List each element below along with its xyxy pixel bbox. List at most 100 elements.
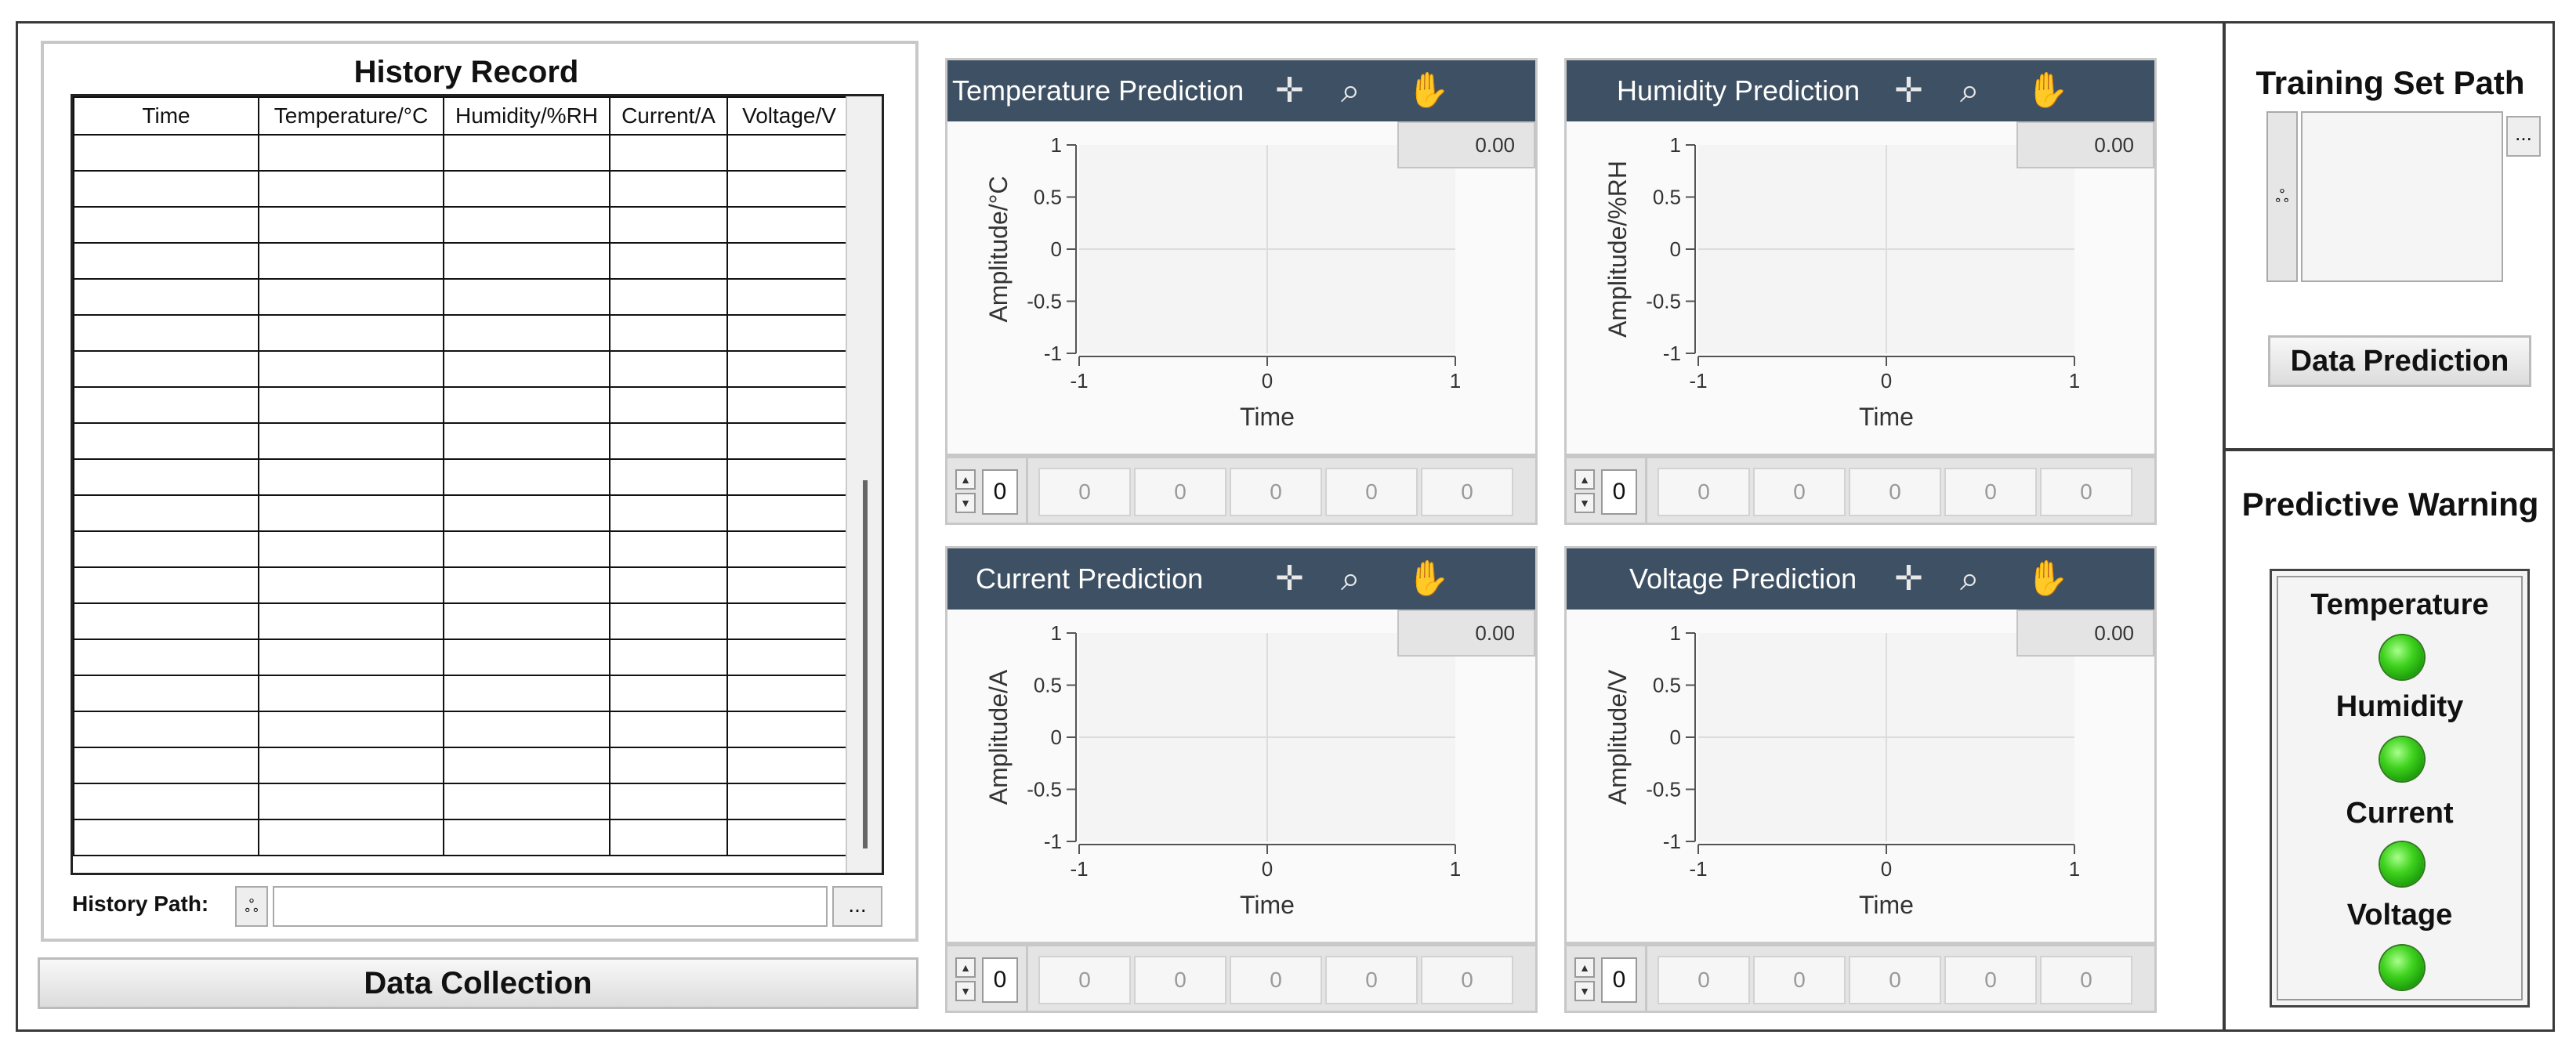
index-spinner[interactable]: ▲ ▼ [1574,957,1598,1003]
table-cell[interactable] [443,783,610,820]
table-cell[interactable] [443,242,610,280]
table-cell[interactable] [609,350,728,388]
table-cell[interactable] [726,675,852,712]
table-row[interactable] [73,530,852,568]
table-row[interactable] [73,278,852,316]
array-cell[interactable]: 0 [1849,468,1941,516]
crosshair-icon[interactable]: ✛ [1275,71,1304,110]
table-cell[interactable] [443,530,610,568]
increment-icon[interactable]: ▲ [1574,469,1595,490]
array-index-input[interactable]: 0 [982,957,1018,1003]
table-row[interactable] [73,747,852,784]
table-cell[interactable] [258,783,444,820]
pan-hand-icon[interactable]: ✋ [2026,559,2069,598]
table-cell[interactable] [726,747,852,784]
table-cell[interactable] [609,602,728,640]
table-row[interactable] [73,566,852,604]
table-row[interactable] [73,386,852,424]
table-cell[interactable] [609,242,728,280]
table-cell[interactable] [443,422,610,460]
table-cell[interactable] [726,494,852,532]
table-cell[interactable] [73,675,259,712]
table-cell[interactable] [726,602,852,640]
table-cell[interactable] [258,639,444,676]
table-cell[interactable] [443,134,610,172]
prediction-chart[interactable]: Humidity Prediction ✛ ⌕ ✋ 1 0.5 0 -0.5 -1 -1 0 1 Tim… [1564,58,2157,456]
table-cell[interactable] [609,566,728,604]
table-cell[interactable] [443,711,610,748]
table-cell[interactable] [443,386,610,424]
table-cell[interactable] [609,206,728,244]
table-cell[interactable] [609,134,728,172]
array-cell[interactable]: 0 [1658,956,1750,1004]
pan-hand-icon[interactable]: ✋ [2026,71,2069,110]
table-row[interactable] [73,819,852,856]
table-row[interactable] [73,783,852,820]
table-cell[interactable] [443,639,610,676]
table-cell[interactable] [73,711,259,748]
chart-plot[interactable]: 1 0.5 0 -0.5 -1 -1 0 1 Time Amplitude/A [947,610,1535,942]
chart-plot[interactable]: 1 0.5 0 -0.5 -1 -1 0 1 Time Amplitude/V [1567,610,2154,942]
table-cell[interactable] [609,170,728,208]
array-cell[interactable]: 0 [1325,468,1418,516]
zoom-icon[interactable]: ⌕ [1341,71,1360,110]
table-cell[interactable] [73,566,259,604]
table-cell[interactable] [258,711,444,748]
table-row[interactable] [73,314,852,352]
table-cell[interactable] [258,675,444,712]
table-row[interactable] [73,134,852,172]
table-cell[interactable] [726,170,852,208]
table-cell[interactable] [73,278,259,316]
table-row[interactable] [73,350,852,388]
table-cell[interactable] [609,675,728,712]
decrement-icon[interactable]: ▼ [955,981,976,1001]
table-cell[interactable] [73,530,259,568]
table-cell[interactable] [73,314,259,352]
increment-icon[interactable]: ▲ [955,957,976,978]
array-cell[interactable]: 0 [1753,468,1846,516]
index-spinner[interactable]: ▲ ▼ [955,469,979,515]
array-cell[interactable]: 0 [2040,468,2132,516]
zoom-icon[interactable]: ⌕ [1960,559,1980,598]
table-cell[interactable] [726,530,852,568]
table-cell[interactable] [726,242,852,280]
table-cell[interactable] [443,675,610,712]
array-cell[interactable]: 0 [1421,468,1513,516]
chart-plot[interactable]: 1 0.5 0 -0.5 -1 -1 0 1 Time Amplitude/°C [947,121,1535,454]
table-cell[interactable] [73,206,259,244]
array-cell[interactable]: 0 [1230,956,1322,1004]
table-row[interactable] [73,422,852,460]
table-cell[interactable] [73,639,259,676]
array-cell[interactable]: 0 [1849,956,1941,1004]
array-cell[interactable]: 0 [1421,956,1513,1004]
table-cell[interactable] [609,278,728,316]
table-cell[interactable] [73,422,259,460]
table-cell[interactable] [73,458,259,496]
decrement-icon[interactable]: ▼ [1574,981,1595,1001]
table-cell[interactable] [258,530,444,568]
table-cell[interactable] [726,206,852,244]
array-index-input[interactable]: 0 [1601,469,1637,515]
table-row[interactable] [73,639,852,676]
table-cell[interactable] [726,639,852,676]
array-cell[interactable]: 0 [1230,468,1322,516]
table-cell[interactable] [443,314,610,352]
table-cell[interactable] [443,494,610,532]
chart-plot[interactable]: 1 0.5 0 -0.5 -1 -1 0 1 Time Amplitude/%RH [1567,121,2154,454]
array-cell[interactable]: 0 [1944,468,2037,516]
index-spinner[interactable]: ▲ ▼ [1574,469,1598,515]
increment-icon[interactable]: ▲ [1574,957,1595,978]
training-path-dots-button[interactable]: ... [2506,116,2541,157]
table-row[interactable] [73,458,852,496]
table-cell[interactable] [609,422,728,460]
table-cell[interactable] [609,458,728,496]
history-table[interactable]: Time Temperature/°C Humidity/%RH Current/A V… [71,94,884,875]
table-cell[interactable] [258,458,444,496]
table-row[interactable] [73,242,852,280]
table-cell[interactable] [609,314,728,352]
array-cell[interactable]: 0 [1134,468,1226,516]
array-cell[interactable]: 0 [1038,956,1131,1004]
table-cell[interactable] [443,602,610,640]
table-row[interactable] [73,170,852,208]
table-cell[interactable] [73,170,259,208]
